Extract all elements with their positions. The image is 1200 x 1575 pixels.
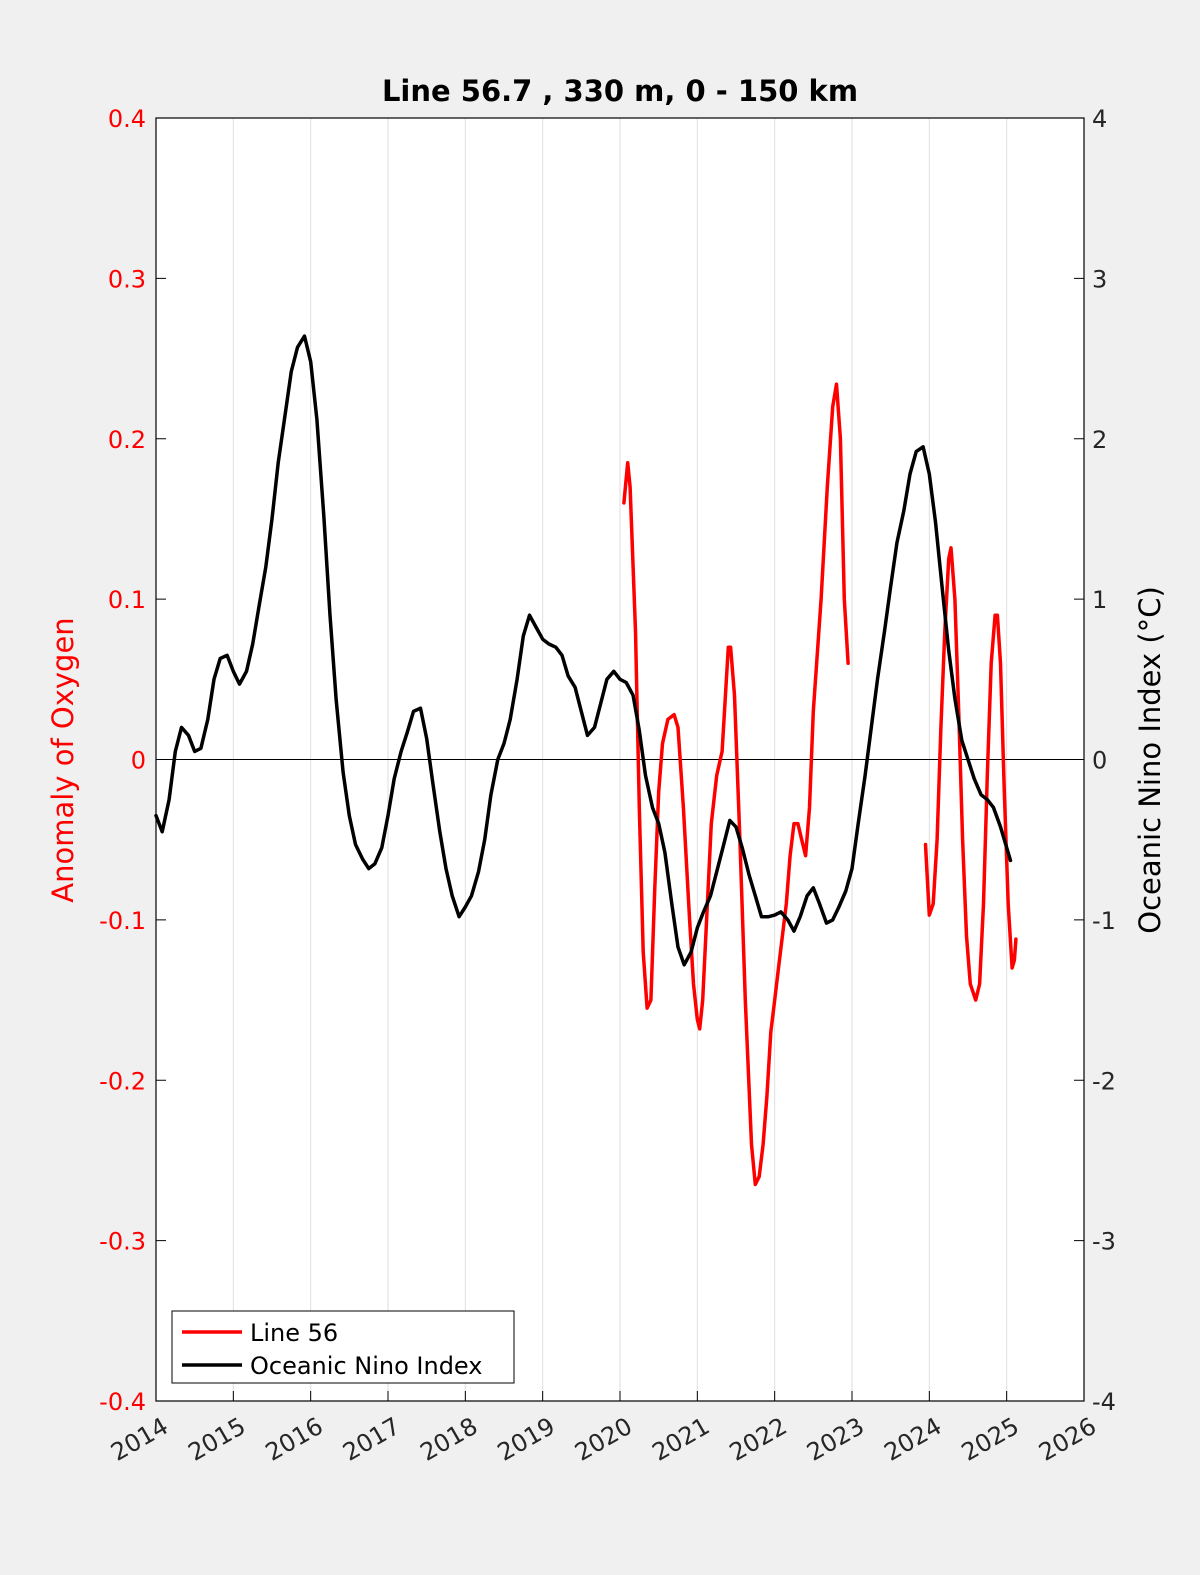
y-right-tick-label: 2 <box>1092 426 1107 454</box>
series-group <box>154 334 1018 1187</box>
legend-box <box>171 1310 515 1384</box>
x-tick-label: 2015 <box>183 1412 250 1467</box>
x-tick-label: 2017 <box>338 1412 405 1467</box>
x-tick-label: 2018 <box>415 1412 482 1467</box>
legend-label-line-56: Line 56 <box>250 1319 338 1347</box>
x-tick-label: 2019 <box>493 1412 560 1467</box>
x-tick-label: 2023 <box>802 1412 869 1467</box>
right-axis-title: Oceanic Nino Index (°C) <box>1133 586 1167 934</box>
legend: Line 56 Oceanic Nino Index <box>171 1310 515 1384</box>
x-tick-label: 2024 <box>879 1412 946 1467</box>
left-axis: -0.4 -0.3 -0.2 -0.1 0 0.1 0.2 0.3 0.4 <box>99 105 166 1416</box>
y-left-tick-label: -0.1 <box>99 907 146 935</box>
y-left-tick-label: -0.2 <box>99 1067 146 1095</box>
y-left-tick-label: -0.3 <box>99 1228 146 1256</box>
x-tick-label: 2021 <box>647 1412 714 1467</box>
y-right-tick-label: -2 <box>1092 1067 1116 1095</box>
chart-title: Line 56.7 , 330 m, 0 - 150 km <box>382 74 858 108</box>
x-tick-label: 2022 <box>725 1412 792 1467</box>
y-left-tick-label: 0.3 <box>108 265 146 293</box>
y-right-tick-label: 0 <box>1092 747 1107 775</box>
y-left-tick-label: 0.1 <box>108 586 146 614</box>
x-axis: 2014 2015 2016 2017 2018 2019 2020 2021 2022 2023… <box>106 1391 1101 1467</box>
y-right-tick-label: 4 <box>1092 105 1107 133</box>
y-left-tick-label: 0 <box>131 747 146 775</box>
y-left-tick-label: -0.4 <box>99 1388 146 1416</box>
y-right-tick-label: -4 <box>1092 1388 1116 1416</box>
y-left-tick-label: 0.2 <box>108 426 146 454</box>
x-tick-label: 2026 <box>1034 1412 1101 1467</box>
y-right-tick-label: 1 <box>1092 586 1107 614</box>
x-tick-label: 2014 <box>106 1412 173 1467</box>
y-right-tick-label: -3 <box>1092 1228 1116 1256</box>
series-line-line-56-1 <box>923 546 1018 1002</box>
right-axis: -4 -3 -2 -1 0 1 2 3 4 <box>1074 105 1116 1416</box>
legend-label-oni: Oceanic Nino Index <box>250 1352 482 1380</box>
x-tick-label: 2025 <box>957 1412 1024 1467</box>
x-tick-label: 2016 <box>261 1412 328 1467</box>
y-left-tick-label: 0.4 <box>108 105 146 133</box>
y-right-tick-label: -1 <box>1092 907 1116 935</box>
left-axis-title: Anomaly of Oxygen <box>46 617 80 902</box>
series-line-oceanic-nino-index-0 <box>154 334 1013 967</box>
y-right-tick-label: 3 <box>1092 265 1107 293</box>
x-tick-label: 2020 <box>570 1412 637 1467</box>
